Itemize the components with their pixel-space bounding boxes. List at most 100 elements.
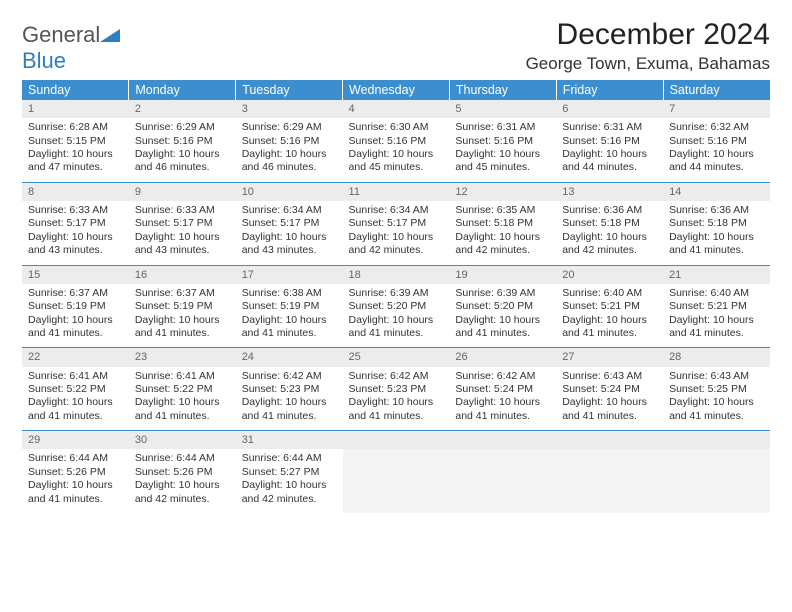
sunrise-line: Sunrise: 6:40 AM — [562, 287, 657, 300]
sunrise-line: Sunrise: 6:29 AM — [242, 121, 337, 134]
day-cell: Sunrise: 6:39 AMSunset: 5:20 PMDaylight:… — [449, 284, 556, 348]
day-cell: Sunrise: 6:33 AMSunset: 5:17 PMDaylight:… — [22, 201, 129, 265]
day-number: 27 — [556, 348, 663, 367]
day-cell: Sunrise: 6:34 AMSunset: 5:17 PMDaylight:… — [236, 201, 343, 265]
day-number: 19 — [449, 265, 556, 284]
day-cell: Sunrise: 6:36 AMSunset: 5:18 PMDaylight:… — [556, 201, 663, 265]
daylight-line: Daylight: 10 hours and 42 minutes. — [242, 479, 337, 506]
sunrise-line: Sunrise: 6:41 AM — [28, 370, 123, 383]
sunrise-line: Sunrise: 6:30 AM — [349, 121, 444, 134]
sunrise-line: Sunrise: 6:42 AM — [242, 370, 337, 383]
day-cell: Sunrise: 6:38 AMSunset: 5:19 PMDaylight:… — [236, 284, 343, 348]
day-number — [449, 431, 556, 450]
day-header: Thursday — [449, 80, 556, 100]
day-cell: Sunrise: 6:43 AMSunset: 5:24 PMDaylight:… — [556, 367, 663, 431]
sunset-line: Sunset: 5:16 PM — [669, 135, 764, 148]
sunrise-line: Sunrise: 6:42 AM — [349, 370, 444, 383]
daylight-line: Daylight: 10 hours and 41 minutes. — [455, 396, 550, 423]
header: General Blue December 2024 George Town, … — [22, 18, 770, 74]
sunset-line: Sunset: 5:21 PM — [562, 300, 657, 313]
title-block: December 2024 George Town, Exuma, Bahama… — [526, 18, 770, 74]
day-content-row: Sunrise: 6:33 AMSunset: 5:17 PMDaylight:… — [22, 201, 770, 265]
day-number-row: 1234567 — [22, 100, 770, 118]
month-title: December 2024 — [526, 18, 770, 52]
day-header: Wednesday — [343, 80, 450, 100]
day-number-row: 293031 — [22, 431, 770, 450]
logo-text: General Blue — [22, 22, 120, 74]
sunrise-line: Sunrise: 6:36 AM — [669, 204, 764, 217]
daylight-line: Daylight: 10 hours and 46 minutes. — [135, 148, 230, 175]
day-cell: Sunrise: 6:33 AMSunset: 5:17 PMDaylight:… — [129, 201, 236, 265]
sunset-line: Sunset: 5:22 PM — [28, 383, 123, 396]
day-number: 31 — [236, 431, 343, 450]
sunrise-line: Sunrise: 6:31 AM — [562, 121, 657, 134]
day-number: 13 — [556, 182, 663, 201]
day-cell: Sunrise: 6:40 AMSunset: 5:21 PMDaylight:… — [663, 284, 770, 348]
daylight-line: Daylight: 10 hours and 41 minutes. — [669, 314, 764, 341]
sunset-line: Sunset: 5:23 PM — [349, 383, 444, 396]
sunrise-line: Sunrise: 6:33 AM — [28, 204, 123, 217]
day-number: 15 — [22, 265, 129, 284]
day-number — [556, 431, 663, 450]
day-number: 8 — [22, 182, 129, 201]
sunset-line: Sunset: 5:19 PM — [242, 300, 337, 313]
day-cell: Sunrise: 6:28 AMSunset: 5:15 PMDaylight:… — [22, 118, 129, 182]
day-number: 7 — [663, 100, 770, 118]
sunset-line: Sunset: 5:17 PM — [349, 217, 444, 230]
day-cell: Sunrise: 6:44 AMSunset: 5:26 PMDaylight:… — [22, 449, 129, 513]
day-cell: Sunrise: 6:44 AMSunset: 5:26 PMDaylight:… — [129, 449, 236, 513]
sunrise-line: Sunrise: 6:43 AM — [562, 370, 657, 383]
day-cell: Sunrise: 6:42 AMSunset: 5:24 PMDaylight:… — [449, 367, 556, 431]
day-number: 1 — [22, 100, 129, 118]
daylight-line: Daylight: 10 hours and 42 minutes. — [349, 231, 444, 258]
day-cell: Sunrise: 6:34 AMSunset: 5:17 PMDaylight:… — [343, 201, 450, 265]
daylight-line: Daylight: 10 hours and 43 minutes. — [242, 231, 337, 258]
sunrise-line: Sunrise: 6:37 AM — [135, 287, 230, 300]
day-number: 23 — [129, 348, 236, 367]
day-number: 25 — [343, 348, 450, 367]
daylight-line: Daylight: 10 hours and 45 minutes. — [349, 148, 444, 175]
day-cell: Sunrise: 6:44 AMSunset: 5:27 PMDaylight:… — [236, 449, 343, 513]
sunrise-line: Sunrise: 6:34 AM — [349, 204, 444, 217]
sunset-line: Sunset: 5:26 PM — [28, 466, 123, 479]
daylight-line: Daylight: 10 hours and 41 minutes. — [28, 479, 123, 506]
day-header: Saturday — [663, 80, 770, 100]
sunset-line: Sunset: 5:16 PM — [135, 135, 230, 148]
day-cell: Sunrise: 6:41 AMSunset: 5:22 PMDaylight:… — [129, 367, 236, 431]
daylight-line: Daylight: 10 hours and 41 minutes. — [135, 314, 230, 341]
day-number: 29 — [22, 431, 129, 450]
sunrise-line: Sunrise: 6:38 AM — [242, 287, 337, 300]
sunrise-line: Sunrise: 6:41 AM — [135, 370, 230, 383]
sunrise-line: Sunrise: 6:39 AM — [455, 287, 550, 300]
sunrise-line: Sunrise: 6:34 AM — [242, 204, 337, 217]
daylight-line: Daylight: 10 hours and 41 minutes. — [242, 314, 337, 341]
sunrise-line: Sunrise: 6:44 AM — [28, 452, 123, 465]
daylight-line: Daylight: 10 hours and 42 minutes. — [135, 479, 230, 506]
logo-triangle-icon — [100, 22, 120, 48]
daylight-line: Daylight: 10 hours and 42 minutes. — [455, 231, 550, 258]
day-header: Monday — [129, 80, 236, 100]
daylight-line: Daylight: 10 hours and 47 minutes. — [28, 148, 123, 175]
day-number: 20 — [556, 265, 663, 284]
daylight-line: Daylight: 10 hours and 41 minutes. — [242, 396, 337, 423]
sunset-line: Sunset: 5:21 PM — [669, 300, 764, 313]
sunset-line: Sunset: 5:20 PM — [349, 300, 444, 313]
day-cell: Sunrise: 6:42 AMSunset: 5:23 PMDaylight:… — [343, 367, 450, 431]
day-number: 12 — [449, 182, 556, 201]
page: General Blue December 2024 George Town, … — [0, 0, 792, 612]
sunrise-line: Sunrise: 6:36 AM — [562, 204, 657, 217]
day-content-row: Sunrise: 6:37 AMSunset: 5:19 PMDaylight:… — [22, 284, 770, 348]
sunset-line: Sunset: 5:18 PM — [455, 217, 550, 230]
sunrise-line: Sunrise: 6:37 AM — [28, 287, 123, 300]
day-cell: Sunrise: 6:36 AMSunset: 5:18 PMDaylight:… — [663, 201, 770, 265]
sunset-line: Sunset: 5:22 PM — [135, 383, 230, 396]
day-number: 10 — [236, 182, 343, 201]
sunset-line: Sunset: 5:18 PM — [562, 217, 657, 230]
day-number: 3 — [236, 100, 343, 118]
logo-blue: Blue — [22, 48, 66, 73]
day-number: 22 — [22, 348, 129, 367]
day-number: 21 — [663, 265, 770, 284]
calendar-body: 1234567Sunrise: 6:28 AMSunset: 5:15 PMDa… — [22, 100, 770, 513]
day-cell — [343, 449, 450, 513]
sunrise-line: Sunrise: 6:31 AM — [455, 121, 550, 134]
